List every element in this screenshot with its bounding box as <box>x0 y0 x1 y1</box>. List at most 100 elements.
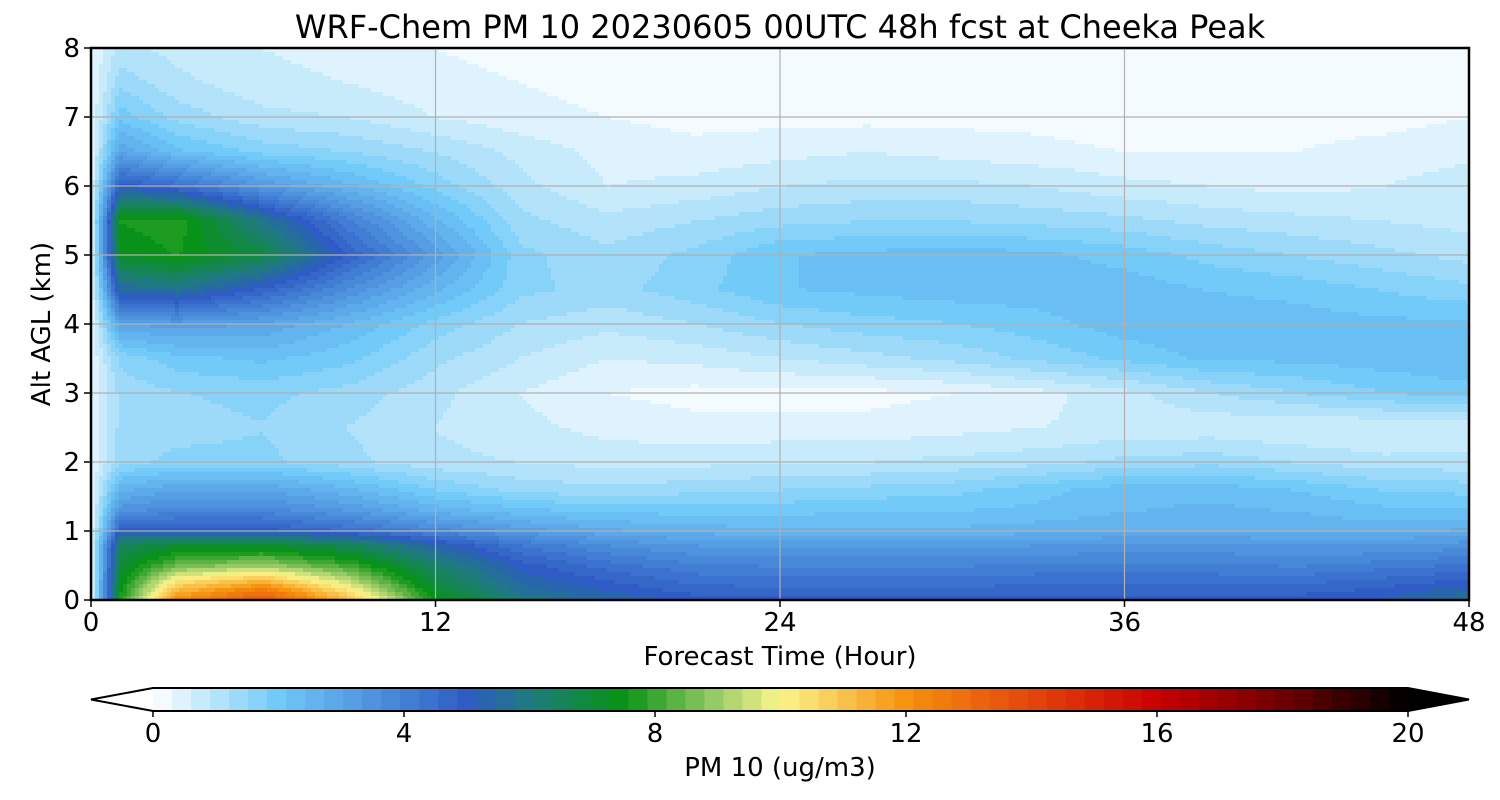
heatmap-cell <box>243 576 276 581</box>
heatmap-cell <box>115 108 120 113</box>
heatmap-cell <box>295 260 308 265</box>
heatmap-cell <box>579 200 680 205</box>
heatmap-cell <box>287 236 304 241</box>
heatmap-cell <box>111 244 116 249</box>
heatmap-cell <box>99 288 104 293</box>
heatmap-cell <box>727 272 800 277</box>
colorbar-level <box>305 688 325 711</box>
heatmap-cell <box>1039 500 1356 505</box>
heatmap-cell <box>1103 476 1256 481</box>
heatmap-cell <box>119 92 132 97</box>
heatmap-cell <box>243 96 396 101</box>
heatmap-cell <box>487 472 872 477</box>
heatmap-cell <box>315 248 328 253</box>
heatmap-cell <box>139 76 196 81</box>
heatmap-cell <box>287 492 340 497</box>
heatmap-cell <box>507 220 552 225</box>
heatmap-cell <box>279 588 292 593</box>
heatmap-cell <box>1455 492 1470 497</box>
heatmap-cell <box>107 300 112 305</box>
heatmap-cell <box>119 256 144 261</box>
heatmap-cell <box>467 140 552 145</box>
heatmap-cell <box>351 260 368 265</box>
heatmap-cell <box>447 360 516 365</box>
heatmap-cell <box>231 176 256 181</box>
heatmap-cell <box>107 104 116 109</box>
heatmap-cell <box>235 588 256 593</box>
colorbar-level <box>1008 688 1029 711</box>
heatmap-cell <box>159 148 184 153</box>
heatmap-cell <box>427 168 476 173</box>
heatmap-cell <box>495 516 568 521</box>
heatmap-cell <box>115 148 120 153</box>
heatmap-cell <box>1047 472 1324 477</box>
heatmap-cell <box>263 48 440 53</box>
heatmap-cell <box>115 48 152 53</box>
heatmap-cell <box>503 496 888 501</box>
heatmap-cell <box>99 68 112 73</box>
heatmap-cell <box>423 256 444 261</box>
heatmap-cell <box>1427 124 1470 129</box>
heatmap-cell <box>115 52 160 57</box>
heatmap-cell <box>1455 164 1470 169</box>
heatmap-cell <box>115 580 120 585</box>
heatmap-cell <box>311 564 340 569</box>
heatmap-cell <box>95 280 100 285</box>
heatmap-cell <box>231 408 276 413</box>
heatmap-cell <box>91 372 100 377</box>
heatmap-cell <box>483 344 556 349</box>
heatmap-cell <box>423 232 440 237</box>
heatmap-cell <box>91 392 100 397</box>
heatmap-cell <box>415 584 428 589</box>
heatmap-cell <box>95 312 100 317</box>
heatmap-cell <box>487 296 520 301</box>
heatmap-cell <box>175 368 324 373</box>
heatmap-cell <box>199 588 216 593</box>
heatmap-cell <box>679 560 1372 565</box>
heatmap-cell <box>99 180 104 185</box>
heatmap-cell <box>383 228 400 233</box>
heatmap-cell <box>111 212 116 217</box>
heatmap-cell <box>211 204 228 209</box>
heatmap-cell <box>383 572 396 577</box>
heatmap-cell <box>723 328 832 333</box>
heatmap-cell <box>95 112 104 117</box>
heatmap-cell <box>403 144 484 149</box>
heatmap-cell <box>115 96 140 101</box>
heatmap-cell <box>463 524 512 529</box>
heatmap-cell <box>191 104 264 109</box>
heatmap-cell <box>91 120 96 125</box>
heatmap-cell <box>95 516 100 521</box>
heatmap-cell <box>451 512 512 517</box>
x-axis: 0 12 24 36 48 <box>83 600 1486 638</box>
heatmap-cell <box>739 212 1108 217</box>
heatmap-cell <box>1123 196 1470 201</box>
heatmap-cell <box>111 344 116 349</box>
heatmap-cell <box>851 348 984 353</box>
heatmap-cell <box>487 572 508 577</box>
heatmap-cell <box>111 528 116 533</box>
heatmap-cell <box>475 232 496 237</box>
heatmap-cell <box>475 540 500 545</box>
heatmap-cell <box>103 308 108 313</box>
heatmap-cell <box>715 532 1016 537</box>
heatmap-cell <box>115 520 120 525</box>
heatmap-cell <box>651 400 912 405</box>
heatmap-cell <box>107 408 120 413</box>
heatmap-cell <box>303 588 312 593</box>
heatmap-cell <box>107 220 112 225</box>
chart-title: WRF-Chem PM 10 20230605 00UTC 48h fcst a… <box>295 8 1266 46</box>
heatmap-cell <box>551 272 656 277</box>
heatmap-cell <box>203 228 220 233</box>
heatmap-cell <box>467 240 484 245</box>
heatmap-cell <box>419 592 428 597</box>
heatmap-cell <box>95 260 100 265</box>
heatmap-cell <box>1223 244 1376 249</box>
heatmap-cell <box>103 220 108 225</box>
heatmap-cell <box>115 336 120 341</box>
heatmap-cell <box>91 352 96 357</box>
heatmap-cell <box>103 304 108 309</box>
heatmap-cell <box>91 252 96 257</box>
heatmap-cell <box>1307 392 1408 397</box>
heatmap-cell <box>151 592 156 597</box>
